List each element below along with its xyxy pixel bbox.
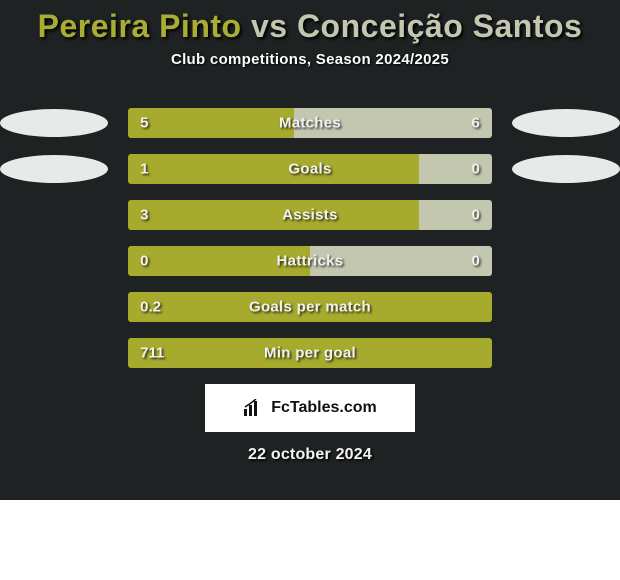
stat-label: Hattricks	[277, 253, 344, 270]
stat-value-left: 3	[140, 207, 148, 224]
title-right: Conceição Santos	[297, 8, 582, 44]
page-title: Pereira Pinto vs Conceição Santos	[0, 8, 620, 45]
source-badge[interactable]: FcTables.com	[205, 384, 415, 432]
stat-bar: 5 Matches 6	[128, 108, 492, 138]
subtitle: Club competitions, Season 2024/2025	[0, 51, 620, 68]
player-badge-right	[512, 109, 620, 137]
stat-value-right: 0	[472, 207, 480, 224]
bar-left-fill	[128, 200, 419, 230]
source-label: FcTables.com	[271, 399, 377, 417]
stat-label: Min per goal	[264, 345, 356, 362]
bar-left-fill	[128, 154, 419, 184]
bar-left-fill	[128, 108, 293, 138]
stat-value-right: 0	[472, 161, 480, 178]
stat-label: Assists	[282, 207, 337, 224]
stat-row: 3 Assists 0	[0, 200, 620, 230]
player-badge-left	[0, 155, 108, 183]
player-badge-right	[512, 155, 620, 183]
chart-icon	[243, 399, 265, 417]
player-badge-left	[0, 109, 108, 137]
stat-label: Matches	[279, 115, 341, 132]
stat-value-left: 711	[140, 345, 164, 362]
stat-row: 5 Matches 6	[0, 108, 620, 138]
stat-bar: 1 Goals 0	[128, 154, 492, 184]
stat-row: 0 Hattricks 0	[0, 246, 620, 276]
stat-row: 711 Min per goal	[0, 338, 620, 368]
title-vs: vs	[251, 8, 288, 44]
stat-value-right: 0	[472, 253, 480, 270]
stat-bar: 0 Hattricks 0	[128, 246, 492, 276]
bar-right-fill	[419, 200, 492, 230]
stat-value-left: 0.2	[140, 299, 161, 316]
stat-label: Goals per match	[249, 299, 371, 316]
stat-row: 1 Goals 0	[0, 154, 620, 184]
stat-value-left: 1	[140, 161, 148, 178]
stat-bar: 0.2 Goals per match	[128, 292, 492, 322]
stat-row: 0.2 Goals per match	[0, 292, 620, 322]
bar-right-fill	[419, 154, 492, 184]
stat-bar: 711 Min per goal	[128, 338, 492, 368]
stats-container: 5 Matches 6 1 Goals 0 3 Assists 0 0 Hattricks 0 0.2 G…	[0, 108, 620, 368]
stat-value-right: 6	[472, 115, 480, 132]
footer-date: 22 october 2024	[0, 446, 620, 464]
stat-bar: 3 Assists 0	[128, 200, 492, 230]
title-left: Pereira Pinto	[38, 8, 242, 44]
stat-value-left: 5	[140, 115, 148, 132]
stat-label: Goals	[288, 161, 331, 178]
comparison-card: Pereira Pinto vs Conceição Santos Club c…	[0, 0, 620, 500]
stat-value-left: 0	[140, 253, 148, 270]
